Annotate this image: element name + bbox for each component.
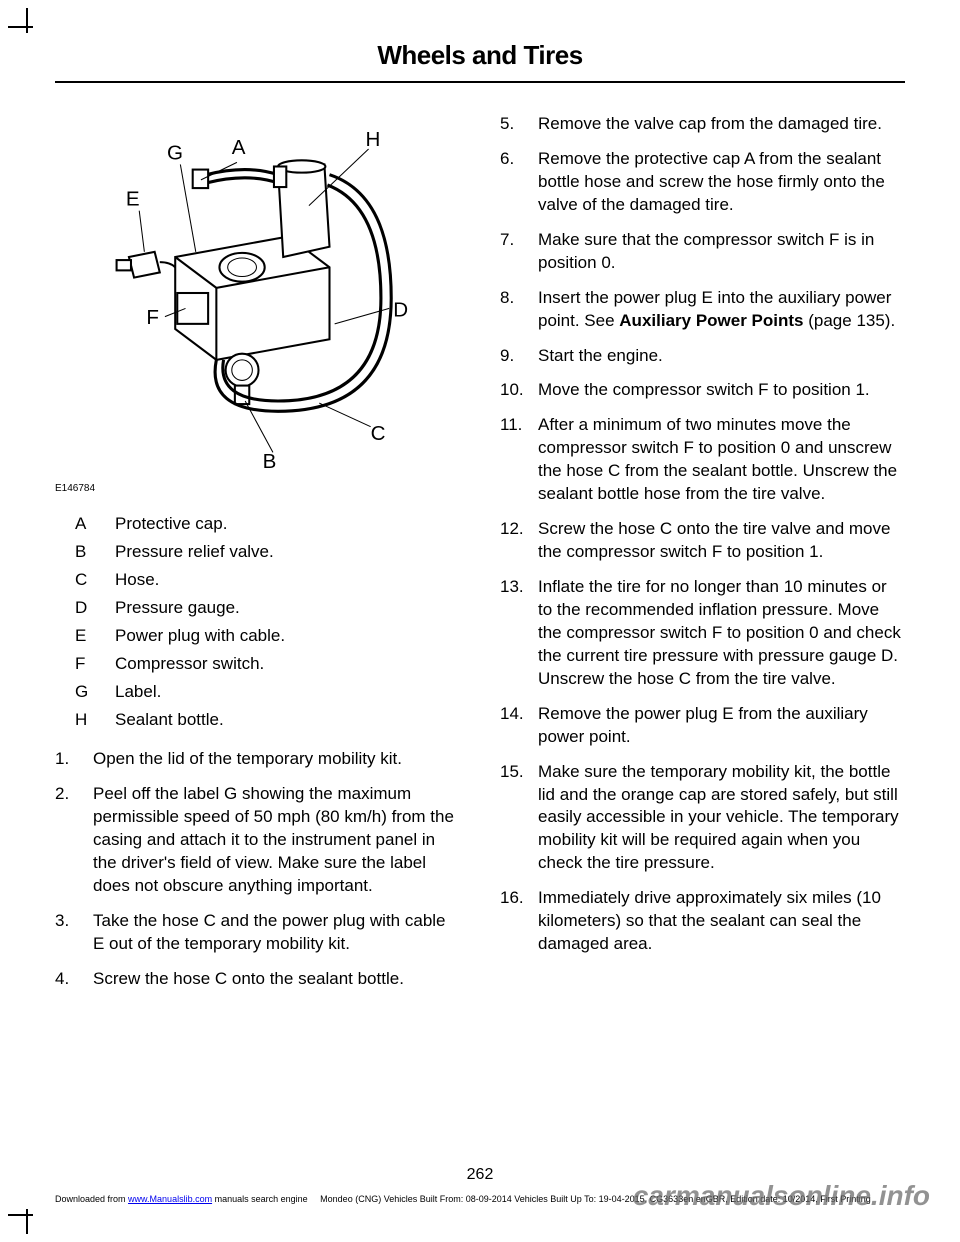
step-row: 16.Immediately drive approximately six m… <box>500 887 905 956</box>
legend-row: GLabel. <box>55 682 460 702</box>
steps-left: 1.Open the lid of the temporary mobility… <box>55 748 460 990</box>
mobility-kit-illustration: A B C D E F G H <box>55 113 460 473</box>
legend-row: FCompressor switch. <box>55 654 460 674</box>
step-number: 11. <box>500 414 538 506</box>
legend-letter: E <box>55 626 115 646</box>
step-number: 4. <box>55 968 93 991</box>
step-row: 7.Make sure that the compressor switch F… <box>500 229 905 275</box>
step-text: Remove the protective cap A from the sea… <box>538 148 905 217</box>
step-row: 9.Start the engine. <box>500 345 905 368</box>
step-text: Screw the hose C onto the sealant bottle… <box>93 968 460 991</box>
diagram: A B C D E F G H <box>55 113 460 473</box>
page-title: Wheels and Tires <box>55 40 905 71</box>
step-number: 10. <box>500 379 538 402</box>
svg-text:H: H <box>365 128 380 151</box>
legend-text: Label. <box>115 682 460 702</box>
manualslib-link[interactable]: www.Manualslib.com <box>128 1194 212 1204</box>
steps-right: 5.Remove the valve cap from the damaged … <box>500 113 905 956</box>
dl-suffix: manuals search engine <box>212 1194 308 1204</box>
svg-text:G: G <box>167 141 183 164</box>
step-row: 11.After a minimum of two minutes move t… <box>500 414 905 506</box>
legend-row: CHose. <box>55 570 460 590</box>
legend-text: Power plug with cable. <box>115 626 460 646</box>
right-column: 5.Remove the valve cap from the damaged … <box>500 113 905 1002</box>
step-number: 12. <box>500 518 538 564</box>
step-number: 5. <box>500 113 538 136</box>
diagram-id: E146784 <box>55 483 460 494</box>
content-columns: A B C D E F G H E146784 AProtective cap.… <box>55 113 905 1002</box>
legend-row: EPower plug with cable. <box>55 626 460 646</box>
step-text: Inflate the tire for no longer than 10 m… <box>538 576 905 691</box>
dl-prefix: Downloaded from <box>55 1194 128 1204</box>
svg-text:C: C <box>371 422 386 445</box>
legend-text: Compressor switch. <box>115 654 460 674</box>
svg-text:A: A <box>232 136 246 159</box>
step-text: Make sure that the compressor switch F i… <box>538 229 905 275</box>
step-row: 8.Insert the power plug E into the auxil… <box>500 287 905 333</box>
download-note: Downloaded from www.Manualslib.com manua… <box>55 1194 310 1204</box>
legend-letter: D <box>55 598 115 618</box>
svg-text:E: E <box>126 188 140 211</box>
step-text: Peel off the label G showing the maximum… <box>93 783 460 898</box>
step-row: 10.Move the compressor switch F to posit… <box>500 379 905 402</box>
step-row: 4.Screw the hose C onto the sealant bott… <box>55 968 460 991</box>
step-number: 6. <box>500 148 538 217</box>
legend-text: Pressure gauge. <box>115 598 460 618</box>
title-rule <box>55 81 905 83</box>
legend-letter: H <box>55 710 115 730</box>
step-text: Take the hose C and the power plug with … <box>93 910 460 956</box>
step-row: 13.Inflate the tire for no longer than 1… <box>500 576 905 691</box>
legend-letter: F <box>55 654 115 674</box>
left-column: A B C D E F G H E146784 AProtective cap.… <box>55 113 460 1002</box>
legend-letter: G <box>55 682 115 702</box>
step-text: Remove the valve cap from the damaged ti… <box>538 113 905 136</box>
step-number: 14. <box>500 703 538 749</box>
step-row: 2.Peel off the label G showing the maxim… <box>55 783 460 898</box>
legend-letter: A <box>55 514 115 534</box>
step-row: 3.Take the hose C and the power plug wit… <box>55 910 460 956</box>
step-number: 8. <box>500 287 538 333</box>
step-number: 13. <box>500 576 538 691</box>
step-text: Open the lid of the temporary mobility k… <box>93 748 460 771</box>
legend-text: Pressure relief valve. <box>115 542 460 562</box>
step-text: Start the engine. <box>538 345 905 368</box>
step-row: 12.Screw the hose C onto the tire valve … <box>500 518 905 564</box>
step-text: Screw the hose C onto the tire valve and… <box>538 518 905 564</box>
step-row: 5.Remove the valve cap from the damaged … <box>500 113 905 136</box>
watermark: carmanualsonline.info <box>633 1180 930 1212</box>
step-number: 9. <box>500 345 538 368</box>
step-number: 7. <box>500 229 538 275</box>
step-text: Move the compressor switch F to position… <box>538 379 905 402</box>
step-number: 2. <box>55 783 93 898</box>
legend: AProtective cap.BPressure relief valve.C… <box>55 514 460 730</box>
svg-text:F: F <box>146 306 159 329</box>
legend-text: Hose. <box>115 570 460 590</box>
legend-row: AProtective cap. <box>55 514 460 534</box>
svg-text:D: D <box>393 299 408 322</box>
legend-text: Sealant bottle. <box>115 710 460 730</box>
legend-row: DPressure gauge. <box>55 598 460 618</box>
step-number: 1. <box>55 748 93 771</box>
step-text: Remove the power plug E from the auxilia… <box>538 703 905 749</box>
step-row: 14.Remove the power plug E from the auxi… <box>500 703 905 749</box>
step-text: Make sure the temporary mobility kit, th… <box>538 761 905 876</box>
legend-letter: C <box>55 570 115 590</box>
step-text: Immediately drive approximately six mile… <box>538 887 905 956</box>
legend-row: BPressure relief valve. <box>55 542 460 562</box>
legend-text: Protective cap. <box>115 514 460 534</box>
step-number: 16. <box>500 887 538 956</box>
step-row: 1.Open the lid of the temporary mobility… <box>55 748 460 771</box>
step-row: 15.Make sure the temporary mobility kit,… <box>500 761 905 876</box>
step-row: 6.Remove the protective cap A from the s… <box>500 148 905 217</box>
legend-letter: B <box>55 542 115 562</box>
step-text: Insert the power plug E into the auxilia… <box>538 287 905 333</box>
step-number: 3. <box>55 910 93 956</box>
legend-row: HSealant bottle. <box>55 710 460 730</box>
step-number: 15. <box>500 761 538 876</box>
step-text: After a minimum of two minutes move the … <box>538 414 905 506</box>
svg-text:B: B <box>263 450 277 473</box>
